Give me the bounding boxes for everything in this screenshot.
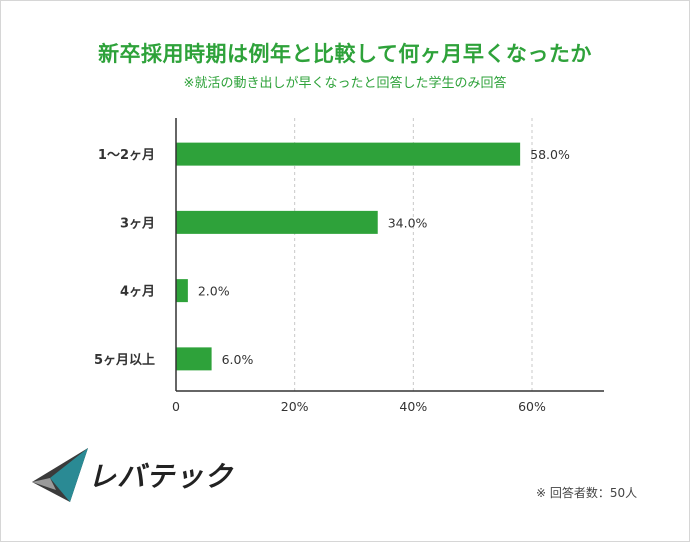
category-label-0: 1〜2ヶ月 bbox=[98, 148, 155, 163]
logo-wordmark: レバテック bbox=[88, 460, 234, 493]
category-label-1: 3ヶ月 bbox=[120, 216, 155, 231]
bar-3 bbox=[176, 347, 212, 371]
chart-subtitle: ※就活の動き出しが早くなったと回答した学生のみ回答 bbox=[183, 76, 507, 91]
bar-2 bbox=[176, 279, 188, 303]
category-label-2: 4ヶ月 bbox=[120, 285, 155, 300]
value-label-0: 58.0% bbox=[530, 147, 570, 162]
value-label-3: 6.0% bbox=[222, 352, 254, 367]
x-tick-label-3: 60% bbox=[518, 399, 546, 414]
x-tick-label-2: 40% bbox=[399, 399, 427, 414]
levtech-logo-icon bbox=[32, 448, 88, 502]
category-label-3: 5ヶ月以上 bbox=[94, 353, 155, 368]
chart-title: 新卒採用時期は例年と比較して何ヶ月早くなったか bbox=[98, 42, 592, 66]
value-label-2: 2.0% bbox=[198, 284, 230, 299]
x-tick-label-0: 0 bbox=[172, 399, 180, 414]
respondent-count-note: ※ 回答者数：50人 bbox=[536, 486, 638, 500]
bar-1 bbox=[176, 210, 378, 234]
bar-0 bbox=[176, 142, 521, 166]
x-tick-label-1: 20% bbox=[281, 399, 309, 414]
value-label-1: 34.0% bbox=[388, 215, 428, 230]
